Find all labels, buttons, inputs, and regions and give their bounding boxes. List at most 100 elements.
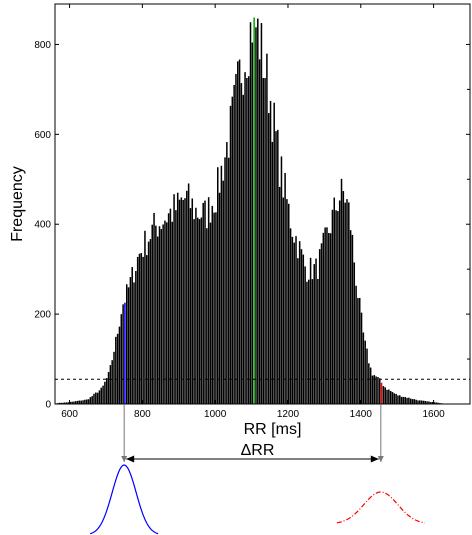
histogram-bar xyxy=(384,387,386,404)
x-axis-ticks: 600 800 1000 1200 1400 1600 xyxy=(61,4,445,420)
x-axis-label: RR [ms] xyxy=(244,421,302,438)
histogram-bar xyxy=(136,256,139,404)
histogram-bar xyxy=(291,236,294,404)
histogram-bar xyxy=(428,401,430,404)
histogram-bar xyxy=(84,399,86,404)
histogram-bar xyxy=(213,212,215,404)
histogram-bar xyxy=(300,249,303,404)
histogram-bar xyxy=(420,400,423,404)
histogram-bar xyxy=(207,197,210,404)
histogram-bar xyxy=(240,83,243,405)
histogram-bar xyxy=(324,227,326,404)
histogram-bar xyxy=(348,202,350,404)
histogram-bar xyxy=(408,397,410,404)
histogram-bar xyxy=(297,258,299,404)
histogram-bar xyxy=(318,249,321,404)
histogram-bar xyxy=(293,242,295,404)
histogram-bar xyxy=(113,351,115,404)
histogram-bar xyxy=(180,197,183,404)
histogram-bar xyxy=(277,129,279,404)
histogram-bar xyxy=(95,392,97,404)
low-distribution-curve xyxy=(89,464,159,535)
histogram-bar xyxy=(251,42,254,404)
histogram-bar xyxy=(175,210,177,404)
histogram-bar xyxy=(266,53,268,405)
histogram-bar xyxy=(233,85,235,404)
histogram-bar xyxy=(368,363,370,404)
histogram-bar xyxy=(85,399,88,404)
histogram-bar xyxy=(216,167,219,404)
histogram-bar xyxy=(224,157,226,404)
y-tick-label: 600 xyxy=(34,130,51,141)
histogram-bar xyxy=(360,312,363,404)
histogram-bar xyxy=(424,400,427,404)
histogram-bar xyxy=(340,178,343,404)
histogram-bar xyxy=(298,241,301,404)
histogram-bar xyxy=(315,258,317,404)
histogram-bar xyxy=(102,385,104,404)
histogram-bar xyxy=(335,210,337,404)
histogram-bar xyxy=(269,100,272,404)
histogram-bar xyxy=(149,239,152,404)
histogram-bar xyxy=(120,314,123,404)
histogram-bar xyxy=(142,256,144,404)
histogram-bar xyxy=(377,377,379,404)
histogram-bar xyxy=(75,401,77,404)
histogram-bar xyxy=(278,186,281,404)
histogram-bar xyxy=(338,200,341,404)
histogram-bar xyxy=(280,156,283,404)
histogram-bar xyxy=(82,400,84,404)
histogram-bar xyxy=(433,402,436,404)
x-tick-label: 1000 xyxy=(204,409,227,420)
histogram-bar xyxy=(358,297,361,404)
histogram-bar xyxy=(118,326,121,404)
histogram-bar xyxy=(317,278,319,404)
histogram-bar xyxy=(238,59,241,404)
y-tick-label: 0 xyxy=(45,400,51,411)
histogram-bar xyxy=(69,401,72,404)
histogram-bar xyxy=(171,221,174,404)
histogram-bar xyxy=(107,372,110,404)
histogram-bar xyxy=(395,393,397,404)
histogram-bar xyxy=(155,225,157,404)
histogram-bar xyxy=(306,281,308,404)
plot-frame xyxy=(54,3,471,405)
histogram-bar xyxy=(191,198,194,404)
histogram-bar xyxy=(93,393,95,404)
histogram-bar xyxy=(426,401,428,404)
histogram-bar xyxy=(62,402,64,404)
histogram-bar xyxy=(237,61,239,405)
histogram-bar xyxy=(289,228,292,404)
y-axis-label: Frequency xyxy=(9,166,26,242)
histogram-bar xyxy=(264,77,266,404)
histogram-bar xyxy=(262,78,265,405)
histogram-bar xyxy=(147,241,150,404)
histogram-bar xyxy=(78,400,81,404)
histogram-bar xyxy=(313,264,315,404)
histogram-bar xyxy=(357,298,359,404)
histogram-bar xyxy=(67,402,70,404)
histogram-bar xyxy=(60,402,62,404)
histogram-bar xyxy=(429,402,432,404)
histogram-bar xyxy=(133,282,135,404)
histogram-bar xyxy=(302,254,305,404)
histogram-bar xyxy=(391,392,394,404)
histogram-bar xyxy=(65,402,68,404)
histogram-bar xyxy=(355,285,357,404)
histogram-bar xyxy=(366,348,368,404)
histogram-bar xyxy=(125,284,128,404)
histogram-bar xyxy=(173,194,175,404)
histogram-bar xyxy=(215,212,217,404)
histogram-bar xyxy=(255,27,257,404)
histogram-bar xyxy=(309,257,312,404)
histogram-bar xyxy=(98,390,101,404)
histogram-bar xyxy=(116,333,119,404)
x-tick-label: 600 xyxy=(61,409,78,420)
histogram-bar xyxy=(189,208,192,404)
histogram-bar xyxy=(369,367,372,404)
histogram-bar xyxy=(91,396,93,404)
histogram-bar xyxy=(158,226,161,404)
histogram-bar xyxy=(58,402,61,404)
highlight-bar-high xyxy=(380,382,383,404)
